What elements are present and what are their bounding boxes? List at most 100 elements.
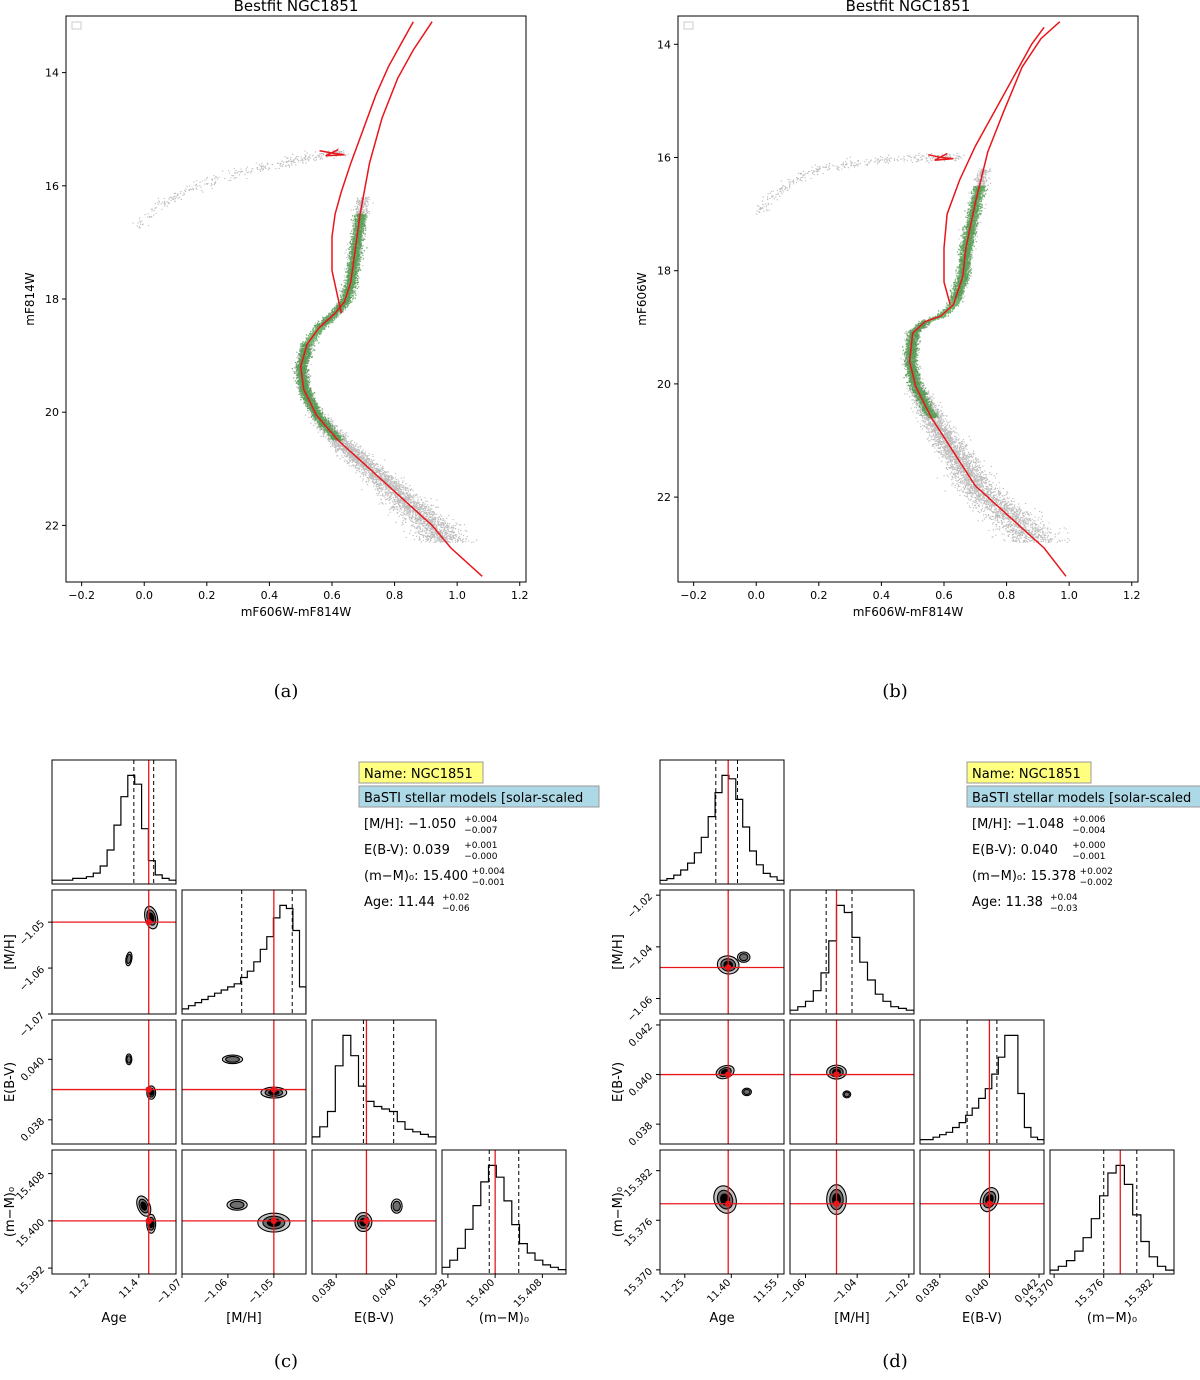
corner-cell-0-0	[51, 759, 177, 885]
corner-cell-content	[442, 1150, 566, 1274]
corner-ytick-label: 0.040	[627, 1071, 655, 1099]
param-label: [M/H]:	[364, 817, 408, 832]
param-label: (m−M)₀:	[972, 869, 1031, 884]
corner-xtick-label: −1.02	[881, 1277, 910, 1306]
param-plus: +0.004	[464, 815, 498, 825]
param-minus: −0.004	[1072, 826, 1106, 836]
corner-xtick-label: 15.408	[512, 1277, 545, 1310]
corner-contour	[743, 1088, 751, 1095]
corner-cell-frame	[51, 759, 177, 885]
corner-cell-2-2	[311, 1019, 437, 1145]
param-minus: −0.000	[464, 852, 498, 862]
corner-ytick-label: 15.392	[15, 1264, 48, 1297]
corner-ylabel: E(B-V)	[3, 1062, 18, 1102]
corner-cell-content	[1050, 1150, 1174, 1274]
corner-ylabel: [M/H]	[611, 934, 626, 970]
corner-cell-content	[182, 1020, 306, 1144]
corner-contour	[738, 953, 749, 962]
corner-xtick-label: −1.05	[247, 1277, 276, 1306]
corner-cell-content	[660, 1150, 784, 1274]
param-minus: −0.06	[442, 904, 470, 914]
corner-cell-3-3: 15.370 15.376 15.382(m−M)₀	[1024, 1149, 1175, 1326]
corner-contour	[126, 1055, 132, 1064]
param-value: 0.039	[413, 843, 450, 858]
cmd-isochrone-agb	[943, 26, 1045, 305]
corner-cell-content	[790, 1150, 914, 1274]
cmd-green-stars	[291, 213, 368, 442]
corner-xtick-label: −1.07	[155, 1277, 184, 1306]
cmd-xlabel: mF606W-mF814W	[241, 605, 352, 619]
corner-histogram	[312, 1034, 436, 1142]
cmd-xtick-label: 0.8	[998, 589, 1016, 602]
cmd-ytick-label: 14	[45, 67, 59, 80]
corner-cell-content	[790, 890, 914, 1014]
param-label: Age:	[972, 895, 1006, 910]
cmd-ytick-label: 14	[657, 38, 671, 51]
corner-cell-3-2: 0.038 0.040 E(B-V)	[310, 1149, 437, 1326]
corner-xtick-label: 11.25	[659, 1277, 687, 1305]
cmd-xtick-label: 1.0	[448, 589, 466, 602]
model-label: BaSTI stellar models [solar-scaled	[364, 791, 583, 806]
cmd-ylabel: mF814W	[23, 272, 37, 325]
corner-truth-point	[145, 918, 152, 926]
corner-cell-frame	[181, 889, 307, 1015]
corner-xlabel: E(B-V)	[962, 1311, 1002, 1326]
corner-contour	[229, 1200, 245, 1210]
param-label: Age:	[364, 895, 398, 910]
cmd-xtick-label: 0.4	[261, 589, 279, 602]
param-minus: −0.03	[1050, 904, 1078, 914]
cmd-xtick-label: 1.2	[1123, 589, 1141, 602]
corner-xtick-label: 15.382	[1123, 1277, 1156, 1310]
model-label: BaSTI stellar models [solar-scaled	[972, 791, 1191, 806]
corner-contour	[140, 1201, 148, 1211]
corner-cell-content	[52, 760, 176, 884]
corner-cell-frame	[1049, 1149, 1175, 1275]
cmd-ytick-label: 18	[657, 265, 671, 278]
corner-ytick-label: −1.06	[18, 964, 47, 993]
corner-cell-frame	[919, 1149, 1045, 1275]
cmd-legend-box	[683, 21, 694, 30]
corner-cell-content	[52, 1150, 176, 1274]
corner-histogram	[52, 774, 176, 882]
subfigure-label-b: (b)	[882, 681, 908, 702]
corner-ytick-label: −1.05	[18, 918, 47, 947]
corner-ytick-label: 15.400	[15, 1217, 48, 1250]
corner-ylabel: (m−M)₀	[3, 1187, 18, 1237]
corner-truth-point	[833, 1071, 840, 1078]
corner-cell-3-0: 11.25 11.40 11.55 Age 15.370 15.376 15.382(m−M…	[611, 1149, 785, 1326]
cmd-xtick-label: 1.0	[1060, 589, 1078, 602]
cmd-xtick-label: 0.8	[386, 589, 404, 602]
corner-cell-content	[920, 1150, 1044, 1274]
param-label: E(B-V):	[972, 843, 1021, 858]
corner-cell-frame	[659, 1149, 785, 1275]
model-label-box	[966, 785, 1200, 808]
param-line: (m−M)₀: 15.400	[364, 869, 468, 884]
cmd-xtick-label: 1.2	[511, 589, 529, 602]
param-plus: +0.000	[1072, 841, 1106, 851]
corner-cell-2-2	[919, 1019, 1045, 1145]
cmd-frame	[65, 15, 527, 583]
corner-truth-point	[986, 1200, 993, 1207]
corner-ytick-label: −1.02	[626, 892, 655, 921]
corner-ytick-label: 15.408	[15, 1170, 48, 1203]
corner-xlabel: (m−M)₀	[1087, 1311, 1137, 1326]
corner-cell-content	[660, 890, 784, 1014]
corner-ytick-label: 15.376	[623, 1217, 656, 1250]
cmd-ytick-label: 16	[657, 152, 671, 165]
corner-ytick-label: −1.07	[18, 1010, 47, 1039]
corner-truth-point	[145, 1217, 152, 1225]
cmd-xlabel: mF606W-mF814W	[853, 605, 964, 619]
param-label: E(B-V):	[364, 843, 413, 858]
param-value: 0.040	[1021, 843, 1058, 858]
param-line: (m−M)₀: 15.378	[972, 869, 1076, 884]
corner-truth-point	[725, 1071, 732, 1078]
param-plus: +0.02	[442, 893, 470, 903]
param-value: −1.048	[1016, 817, 1064, 832]
corner-xlabel: [M/H]	[226, 1311, 262, 1326]
param-line: Age: 11.44	[364, 895, 435, 910]
corner-cell-frame	[789, 889, 915, 1015]
cmd-xtick-label: 0.4	[873, 589, 891, 602]
cmd-ytick-label: 22	[657, 491, 671, 504]
cmd-xtick-label: 0.0	[747, 589, 765, 602]
